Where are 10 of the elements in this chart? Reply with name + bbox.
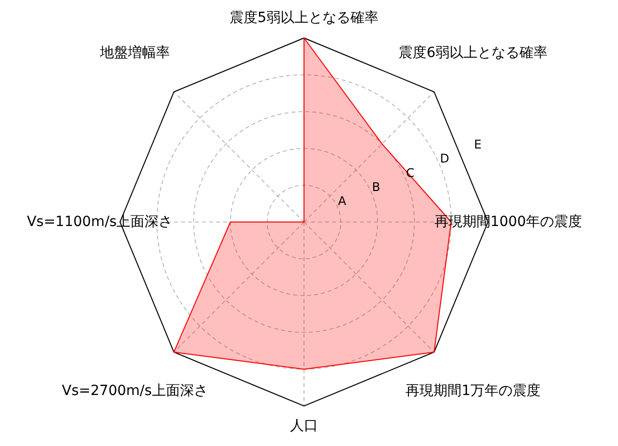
spoke-label: 地盤増幅率	[98, 44, 170, 61]
y-tick-label: D	[440, 152, 450, 166]
spoke-label: 震度5弱以上となる確率	[230, 10, 378, 26]
y-tick-label: A	[338, 194, 347, 208]
y-tick-label: B	[372, 180, 380, 194]
spoke-label: 人口	[290, 418, 318, 434]
spoke-label: 震度6弱以上となる確率	[398, 44, 548, 61]
spoke-label: 再現期間1万年の震度	[406, 383, 541, 400]
spoke-label: Vs=2700m/s上面深さ	[62, 383, 208, 400]
y-tick-label: E	[474, 138, 482, 152]
